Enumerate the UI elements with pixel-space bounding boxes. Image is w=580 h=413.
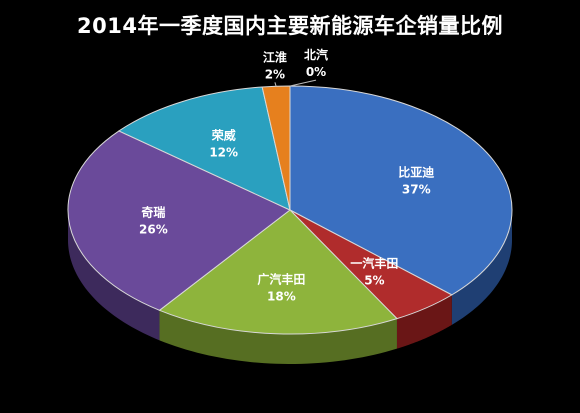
slice-0-value: 37% [402, 183, 431, 197]
slice-0-side [451, 210, 512, 325]
slice-1-value: 5% [364, 274, 384, 288]
slice-3-side [68, 210, 160, 341]
slice-5 [261, 85, 291, 211]
slice-6-label: 北汽 0% [289, 47, 328, 87]
slice-6-leader-line [289, 79, 317, 87]
slice-5-leader-line [274, 82, 277, 87]
slice-3-value: 26% [139, 223, 168, 237]
slice-4-value: 12% [209, 146, 238, 160]
slice-4-label: 荣威 12% [209, 128, 238, 160]
slice-6-name: 北汽 [304, 47, 328, 62]
slice-1-label: 一汽丰田 5% [350, 256, 398, 288]
slice-5-label: 江淮 2% [263, 49, 287, 87]
slice-2-side [159, 310, 397, 364]
slice-2-value: 18% [267, 290, 296, 304]
slice-3-label: 奇瑞 26% [139, 205, 168, 237]
slice-6-value: 0% [306, 65, 326, 79]
slice-5-name: 江淮 [263, 49, 287, 64]
slice-0-name: 比亚迪 [398, 165, 434, 180]
slice-2 [158, 209, 398, 335]
slice-4 [117, 86, 291, 211]
slice-3 [67, 130, 291, 311]
slice-2-name: 广汽丰田 [257, 272, 305, 287]
chart-title: 2014年一季度国内主要新能源车企销量比例 [77, 14, 503, 38]
slice-4-name: 荣威 [211, 128, 236, 143]
slice-2-label: 广汽丰田 18% [257, 272, 305, 304]
slice-5-value: 2% [265, 67, 285, 81]
slice-1-side [396, 294, 452, 349]
slice-3-name: 奇瑞 [141, 205, 165, 220]
slice-1-name: 一汽丰田 [350, 256, 398, 271]
slice-0-label: 比亚迪 37% [398, 165, 434, 197]
slice-0 [289, 85, 513, 296]
